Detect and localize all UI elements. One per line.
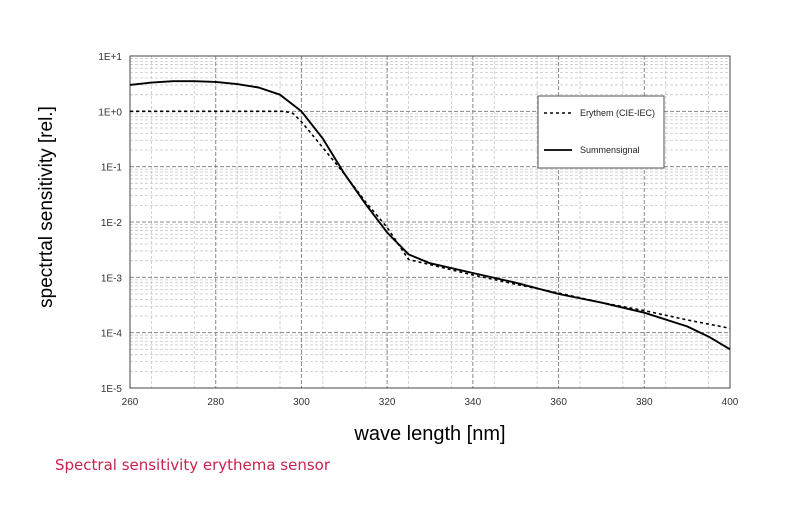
y-tick-label: 1E-4 [101,329,123,340]
y-tick-labels: 1E-5 1E-4 1E-3 1E-2 1E-1 1E+0 1E+1 [98,52,122,395]
x-axis-title: wave length [nm] [353,423,505,445]
x-tick-label: 380 [636,397,653,408]
legend: Erythem (CIE-IEC) Summensignal [537,95,665,169]
x-tick-label: 340 [465,397,482,408]
y-tick-label: 1E-1 [101,163,123,174]
x-tick-label: 400 [722,397,739,408]
y-tick-label: 1E-5 [101,384,123,395]
plot-frame [129,55,731,389]
series-layer [129,80,731,351]
figure-caption: Spectral sensitivity erythema sensor [55,456,331,474]
y-axis-title: spectrtal sensitivity [rel.] [36,106,57,308]
x-tick-labels: 260 280 300 320 340 360 380 400 [122,397,739,408]
y-tick-label: 1E+0 [98,107,122,118]
x-tick-label: 260 [122,397,139,408]
x-tick-label: 300 [293,397,310,408]
legend-box [537,95,665,169]
y-tick-label: 1E+1 [98,52,122,63]
y-tick-label: 1E-2 [101,218,123,229]
legend-label-summensignal: Summensignal [580,145,640,155]
legend-label-erythem: Erythem (CIE-IEC) [580,108,655,118]
y-tick-label: 1E-3 [101,273,123,284]
x-tick-label: 360 [550,397,567,408]
x-tick-label: 280 [207,397,224,408]
series-summensignal-line [129,80,731,351]
x-tick-label: 320 [379,397,396,408]
